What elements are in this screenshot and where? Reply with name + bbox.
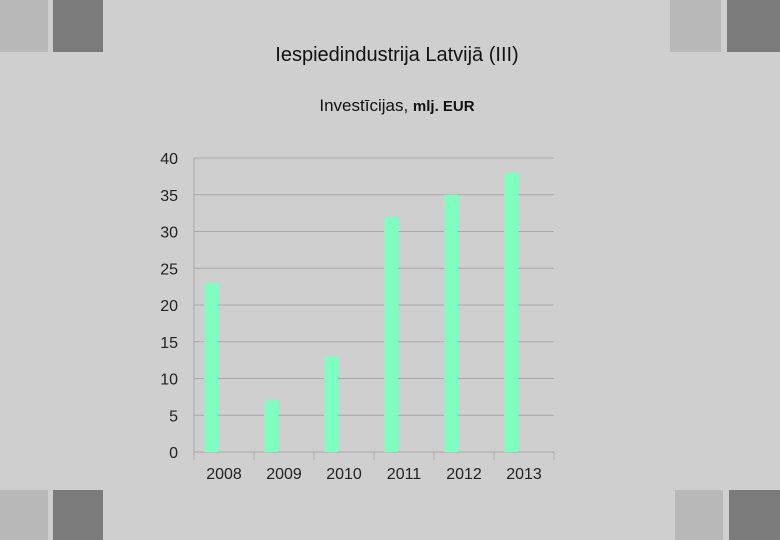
bar-2010 <box>324 356 338 452</box>
y-tick-label-35: 35 <box>160 188 178 205</box>
y-axis-ticks: 0 5 10 15 20 25 30 35 40 <box>160 151 178 462</box>
corner-square-bottom-left-light <box>0 490 48 540</box>
corner-square-bottom-left-dark <box>53 490 103 540</box>
y-tick-label-5: 5 <box>169 408 178 425</box>
subtitle-unit: mlj. EUR <box>412 98 475 115</box>
bar-2008 <box>204 282 218 452</box>
corner-square-top-left-dark <box>53 0 103 52</box>
bar-2011 <box>384 216 398 452</box>
x-tick-label-2012: 2012 <box>446 466 482 483</box>
bar-2013 <box>504 172 518 452</box>
slide-title: Iespiedindustrija Latvijā (III) <box>275 44 519 66</box>
y-tick-label-15: 15 <box>160 335 178 352</box>
y-tick-label-30: 30 <box>160 225 178 242</box>
x-tick-label-2013: 2013 <box>506 466 542 483</box>
subtitle-main: Investīcijas, <box>319 96 413 115</box>
bar-2012 <box>444 194 458 452</box>
y-tick-label-0: 0 <box>169 445 178 462</box>
y-tick-label-40: 40 <box>160 151 178 168</box>
y-tick-label-10: 10 <box>160 372 178 389</box>
y-tick-label-25: 25 <box>160 261 178 278</box>
bar-2009 <box>264 400 278 452</box>
y-tick-label-20: 20 <box>160 298 178 315</box>
corner-square-bottom-right-dark <box>729 490 780 540</box>
x-tick-label-2008: 2008 <box>206 466 242 483</box>
grid-lines <box>193 157 554 453</box>
corner-square-bottom-right-light <box>675 490 723 540</box>
corner-square-top-left-light <box>0 0 48 52</box>
bars <box>204 172 518 452</box>
x-tick-label-2009: 2009 <box>266 466 302 483</box>
x-axis-ticks: 2008 2009 2010 2011 2012 2013 <box>193 452 555 483</box>
x-tick-label-2011: 2011 <box>387 466 422 483</box>
corner-square-top-right-light <box>670 0 721 52</box>
chart-subtitle: Investīcijas, mlj. EUR <box>0 96 780 116</box>
x-tick-label-2010: 2010 <box>326 466 362 483</box>
corner-square-top-right-dark <box>727 0 780 52</box>
